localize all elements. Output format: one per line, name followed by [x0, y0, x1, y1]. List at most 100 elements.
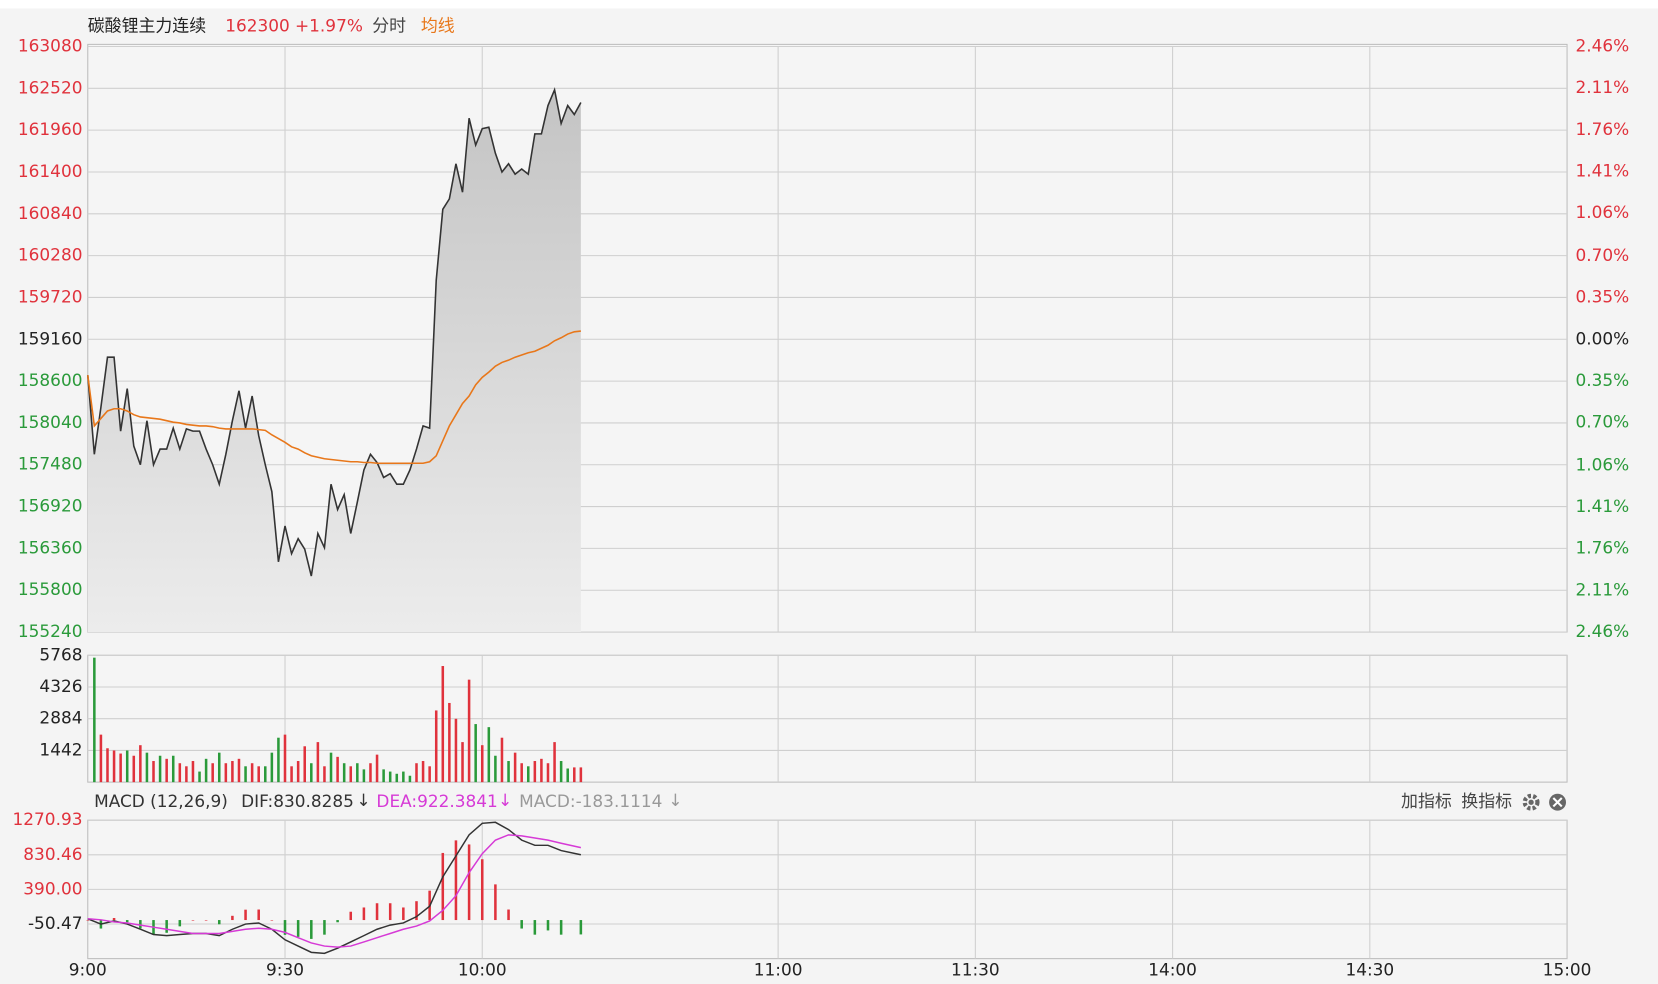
macd-bar [336, 920, 339, 923]
macd-bar [402, 907, 405, 921]
volume-bar [178, 763, 182, 783]
macd-bar [310, 920, 313, 939]
volume-bar [566, 768, 569, 783]
last-price: 162300 [225, 15, 290, 35]
volume-bar [382, 769, 385, 783]
volume-bar [388, 771, 392, 783]
macd-bar [441, 852, 445, 921]
y-tick-label: 156920 [18, 496, 83, 516]
macd-bar [165, 920, 168, 933]
x-tick-label: 14:00 [1148, 959, 1197, 979]
volume-bar [402, 771, 405, 783]
switch-indicator-button[interactable]: 换指标 [1461, 791, 1512, 811]
volume-bar [217, 752, 221, 783]
volume-bar [270, 752, 274, 783]
volume-bar [546, 763, 550, 783]
macd-bar [579, 920, 583, 935]
y2-tick-label: 2.11% [1576, 77, 1630, 97]
y2-tick-label: 1.41% [1576, 496, 1630, 516]
volume-bar [145, 752, 149, 783]
series-line [86, 87, 582, 577]
price-area [87, 89, 581, 633]
volume-bar [231, 761, 234, 783]
macd-bar [415, 901, 418, 921]
x-tick-label: 11:30 [951, 959, 1000, 979]
macd-bar [125, 920, 129, 923]
y-tick-label: 159720 [18, 286, 83, 306]
volume-bar [316, 742, 320, 783]
arrow-icon: ↓ [498, 790, 512, 810]
y-tick-label: 157480 [18, 454, 83, 474]
volume-bar [165, 758, 168, 783]
add-indicator-button[interactable]: 加指标 [1401, 791, 1452, 811]
macd-bar [244, 909, 247, 921]
volume-bar [474, 724, 477, 783]
y-tick-label: 155800 [18, 579, 83, 599]
macd-bar [349, 911, 353, 921]
chart-title: 碳酸锂主力连续 [88, 15, 206, 35]
x-tick-label: 9:30 [266, 959, 304, 979]
volume-bar [106, 748, 109, 783]
series-line [86, 330, 581, 465]
y2-tick-label: 1.76% [1576, 119, 1630, 139]
volume-bar [139, 745, 142, 783]
y-tick-label: 155240 [18, 621, 83, 641]
volume-bar [99, 734, 103, 783]
y-tick-label: 161960 [18, 119, 83, 139]
x-tick-label: 15:00 [1543, 959, 1592, 979]
volume-bar [250, 763, 254, 783]
volume-bar [408, 775, 412, 783]
top-strip [0, 0, 1658, 9]
volume-bar [132, 755, 136, 783]
volume-bar [375, 754, 379, 783]
volume-bar [513, 752, 517, 783]
macd-bar [467, 844, 471, 921]
macd-bar [296, 920, 300, 937]
volume-bar [494, 755, 497, 783]
volume-bar [454, 718, 458, 783]
y-tick-label: 2884 [39, 708, 82, 728]
volume-bar [310, 763, 313, 783]
macd-bar [217, 920, 221, 925]
macd-bar [283, 920, 287, 935]
volume-bar [152, 761, 155, 783]
macd-bar [270, 920, 274, 921]
y-tick-label: -50.47 [28, 913, 83, 933]
volume-bar [112, 750, 116, 783]
y-tick-label: 156360 [18, 537, 83, 557]
volume-bar [441, 666, 445, 783]
y2-tick-label: 1.41% [1576, 160, 1630, 180]
volume-bar [125, 750, 129, 783]
volume-bar [428, 766, 431, 783]
macd-bar [454, 840, 458, 921]
volume-bar [461, 742, 464, 783]
volume-bar [526, 766, 530, 783]
volume-bar [211, 763, 214, 783]
volume-bar [185, 766, 188, 783]
y2-tick-label: 2.11% [1576, 579, 1630, 599]
y-tick-label: 160840 [18, 203, 83, 223]
close-icon[interactable] [1549, 793, 1567, 811]
legend-average: 均线 [421, 15, 455, 35]
legend-price: 分时 [372, 15, 406, 35]
macd-bar [546, 920, 550, 931]
volume-bar [257, 766, 260, 783]
y-tick-label: 5768 [39, 644, 82, 664]
volume-bar [283, 734, 287, 783]
y-tick-label: 1270.93 [13, 809, 83, 829]
macd-bar [191, 920, 195, 921]
macd-bar [520, 920, 523, 929]
volume-bar [533, 761, 537, 783]
volume-bar [119, 753, 122, 783]
arrow-icon: ↓ [356, 790, 370, 810]
dif-label: DIF:830.8285 [241, 791, 354, 811]
volume-bar [158, 755, 162, 783]
settings-icon[interactable] [1522, 793, 1540, 811]
volume-bar [264, 766, 267, 783]
volume-bar [573, 767, 576, 783]
macd-bar [533, 920, 537, 935]
y2-tick-label: 0.70% [1576, 245, 1630, 265]
y-tick-label: 158600 [18, 370, 83, 390]
